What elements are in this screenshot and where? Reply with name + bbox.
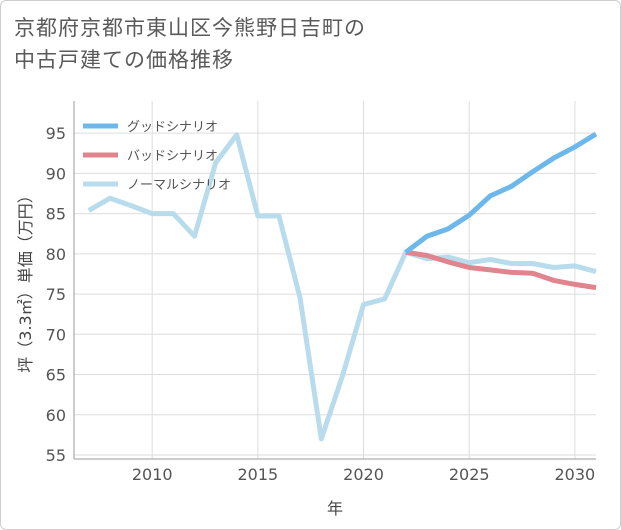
legend-label-bad: バッドシナリオ xyxy=(127,149,218,164)
y-tick-label: 90 xyxy=(46,164,66,183)
y-axis-label: 坪（3.3㎡）単価（万円） xyxy=(16,187,35,372)
tick-labels: 55 60 65 70 75 80 85 90 95 2010 2015 2020 2025 2030 xyxy=(46,124,596,484)
x-tick-label: 2020 xyxy=(343,465,384,484)
y-tick-label: 55 xyxy=(46,446,66,465)
series-line-normal xyxy=(87,132,597,442)
y-tick-label: 70 xyxy=(46,325,66,344)
x-tick-label: 2010 xyxy=(132,465,173,484)
chart-title-line-2: 中古戸建ての価格推移 xyxy=(14,48,234,72)
legend-label-good: グッドシナリオ xyxy=(127,120,218,135)
axes xyxy=(73,101,596,460)
x-tick-label: 2030 xyxy=(555,465,596,484)
legend-label-normal: ノーマルシナリオ xyxy=(127,178,231,193)
series-line-bad xyxy=(405,249,597,291)
chart-title: 京都府京都市東山区今熊野日吉町の 中古戸建ての価格推移 xyxy=(14,12,366,76)
y-tick-label: 60 xyxy=(46,406,66,425)
x-tick-label: 2025 xyxy=(449,465,490,484)
y-tick-label: 80 xyxy=(46,245,66,264)
y-tick-label: 85 xyxy=(46,205,66,224)
x-tick-label: 2015 xyxy=(238,465,279,484)
chart-title-line-1: 京都府京都市東山区今熊野日吉町の xyxy=(14,16,366,40)
series-line-good xyxy=(404,131,598,255)
y-tick-label: 75 xyxy=(46,285,66,304)
x-axis-label: 年 xyxy=(327,499,343,518)
series-lines xyxy=(87,131,598,442)
y-tick-label: 95 xyxy=(46,124,66,143)
y-tick-label: 65 xyxy=(46,366,66,385)
